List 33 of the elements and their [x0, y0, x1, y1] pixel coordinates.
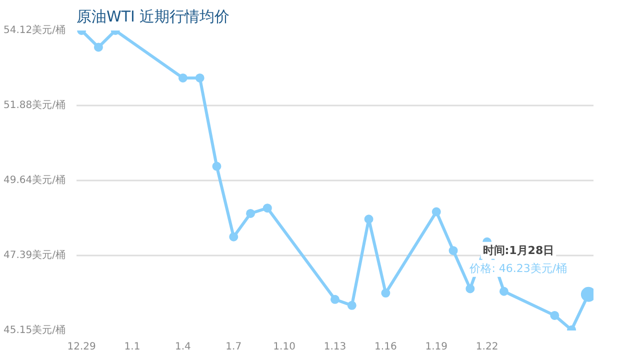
annotation: 价格: 46.23美元/桶 [468, 262, 568, 275]
point [499, 286, 508, 296]
point [195, 74, 204, 82]
point [262, 204, 272, 213]
x-tick-label: 1.1 [124, 342, 140, 352]
y-tick-label: 49.64美元/桶 [4, 174, 66, 186]
y-tick-label: 45.15美元/桶 [4, 324, 66, 336]
y-tick-label: 47.39美元/桶 [4, 249, 66, 262]
point [229, 232, 238, 242]
x-tick-label: 12.29 [67, 342, 96, 352]
y-tick-label: 51.88美元/桶 [4, 98, 66, 111]
y-tick-label: 54.12美元/桶 [4, 24, 66, 36]
annotation: 时间:1月28日 [482, 244, 554, 257]
point [178, 74, 188, 82]
point [381, 288, 390, 298]
x-tick-label: 1.4 [174, 342, 191, 352]
x-tick-label: 1.13 [324, 342, 346, 352]
point [364, 214, 374, 224]
chart-title: 原油WTI 近期行情均价 [76, 8, 230, 26]
point [448, 246, 458, 256]
point [347, 300, 356, 310]
x-tick-label: 1.10 [273, 342, 296, 352]
x-tick-label: 1.22 [476, 342, 498, 352]
point [212, 162, 222, 171]
x-tick-label: 1.7 [226, 342, 242, 352]
point [94, 42, 103, 52]
x-tick-label: 1.16 [374, 342, 397, 352]
x-tick-label: 1.19 [425, 342, 448, 352]
point [330, 294, 340, 304]
point [432, 207, 441, 216]
point [466, 284, 475, 294]
point [550, 310, 560, 320]
point [246, 208, 256, 218]
